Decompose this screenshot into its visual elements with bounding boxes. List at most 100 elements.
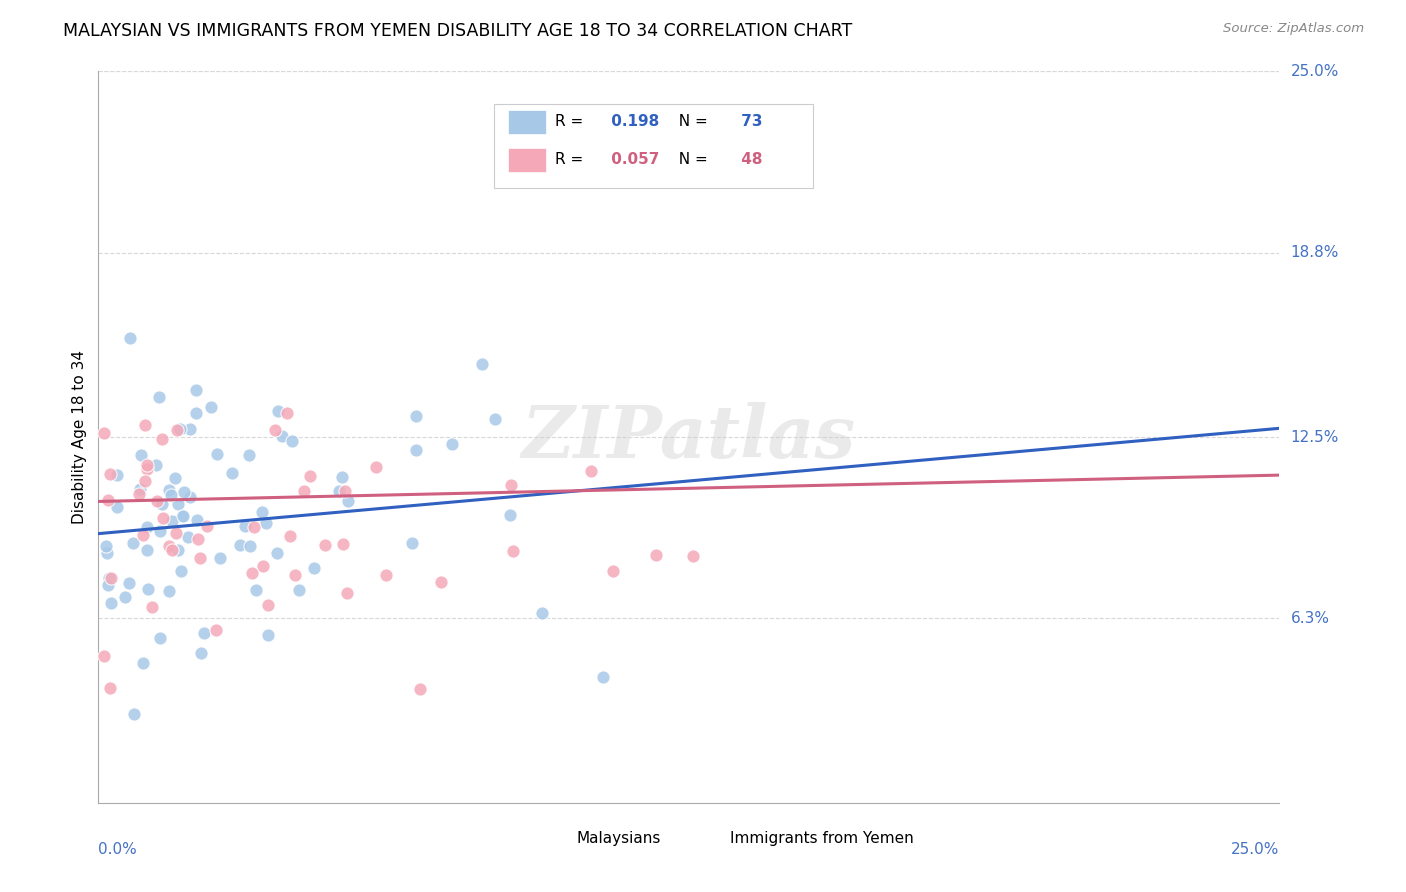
Bar xyxy=(508,148,546,172)
Point xyxy=(336,493,359,508)
Point xyxy=(152,511,174,525)
Text: 12.5%: 12.5% xyxy=(1291,430,1339,444)
Point xyxy=(208,551,231,566)
Text: MALAYSIAN VS IMMIGRANTS FROM YEMEN DISABILITY AGE 18 TO 34 CORRELATION CHART: MALAYSIAN VS IMMIGRANTS FROM YEMEN DISAB… xyxy=(63,22,852,40)
Point xyxy=(98,681,121,695)
Text: Malaysians: Malaysians xyxy=(576,831,661,847)
Text: Immigrants from Yemen: Immigrants from Yemen xyxy=(730,831,914,847)
Point xyxy=(170,509,193,524)
Point xyxy=(157,584,180,599)
Text: N =: N = xyxy=(669,153,713,168)
Point xyxy=(200,400,222,414)
Point xyxy=(682,549,704,563)
Bar xyxy=(683,827,723,850)
Point xyxy=(169,564,191,578)
Point xyxy=(105,500,128,514)
Point xyxy=(129,448,152,462)
Point xyxy=(266,546,288,560)
Point xyxy=(266,404,288,418)
Point xyxy=(135,458,157,472)
Text: 48: 48 xyxy=(737,153,762,168)
Point xyxy=(193,625,215,640)
Point xyxy=(132,527,155,541)
Text: 25.0%: 25.0% xyxy=(1291,64,1339,78)
Point xyxy=(364,459,387,474)
Point xyxy=(150,497,173,511)
Text: R =: R = xyxy=(555,153,589,168)
Point xyxy=(530,607,553,621)
Point xyxy=(96,546,118,560)
Point xyxy=(93,425,115,440)
Point xyxy=(122,536,145,550)
Point xyxy=(501,478,523,492)
Point xyxy=(328,483,350,498)
Point xyxy=(172,509,194,524)
Point xyxy=(233,519,256,533)
Point xyxy=(205,624,228,638)
Point xyxy=(149,631,172,645)
Point xyxy=(150,432,173,446)
Point xyxy=(252,558,274,573)
Point xyxy=(163,471,186,485)
Point xyxy=(136,582,159,597)
Point xyxy=(276,406,298,420)
Text: ZIPatlas: ZIPatlas xyxy=(522,401,856,473)
Point xyxy=(190,646,212,660)
Point xyxy=(97,571,120,585)
Point xyxy=(374,567,396,582)
Point xyxy=(169,422,191,436)
Point xyxy=(502,544,524,558)
Point xyxy=(136,543,159,558)
Point xyxy=(132,656,155,670)
Point xyxy=(602,564,624,578)
Point xyxy=(100,571,122,585)
Point xyxy=(579,464,602,478)
Point xyxy=(160,514,183,528)
Text: N =: N = xyxy=(669,114,713,129)
Point xyxy=(239,539,262,553)
Point xyxy=(173,484,195,499)
Point xyxy=(118,575,141,590)
Point xyxy=(98,467,121,482)
Point xyxy=(332,536,354,550)
Point xyxy=(186,513,208,527)
Point xyxy=(167,543,190,558)
Point xyxy=(229,538,252,552)
Point xyxy=(157,539,180,553)
Point xyxy=(122,706,145,721)
Point xyxy=(134,417,156,432)
Point xyxy=(292,483,315,498)
Point xyxy=(97,577,120,591)
Point xyxy=(165,526,187,541)
Text: Source: ZipAtlas.com: Source: ZipAtlas.com xyxy=(1223,22,1364,36)
Point xyxy=(238,448,260,462)
Point xyxy=(314,538,336,552)
Point xyxy=(188,550,211,565)
Point xyxy=(160,543,183,558)
Point xyxy=(405,409,427,424)
Text: 0.057: 0.057 xyxy=(606,153,659,168)
Bar xyxy=(530,827,569,850)
Point xyxy=(335,483,357,498)
Point xyxy=(240,566,263,580)
Point xyxy=(499,508,522,523)
Bar xyxy=(494,104,813,188)
Point xyxy=(93,649,115,664)
Point xyxy=(195,519,218,533)
Point xyxy=(167,497,190,511)
Point xyxy=(284,567,307,582)
Point xyxy=(245,583,267,598)
Point xyxy=(166,423,188,437)
Point xyxy=(186,406,208,420)
Point xyxy=(136,462,159,476)
Point xyxy=(409,682,432,697)
Y-axis label: Disability Age 18 to 34: Disability Age 18 to 34 xyxy=(72,350,87,524)
Point xyxy=(100,596,122,610)
Text: R =: R = xyxy=(555,114,589,129)
Point xyxy=(257,628,280,642)
Point xyxy=(281,434,304,448)
Text: 25.0%: 25.0% xyxy=(1232,842,1279,856)
Point xyxy=(429,575,451,590)
Point xyxy=(271,429,294,443)
Point xyxy=(148,390,170,404)
